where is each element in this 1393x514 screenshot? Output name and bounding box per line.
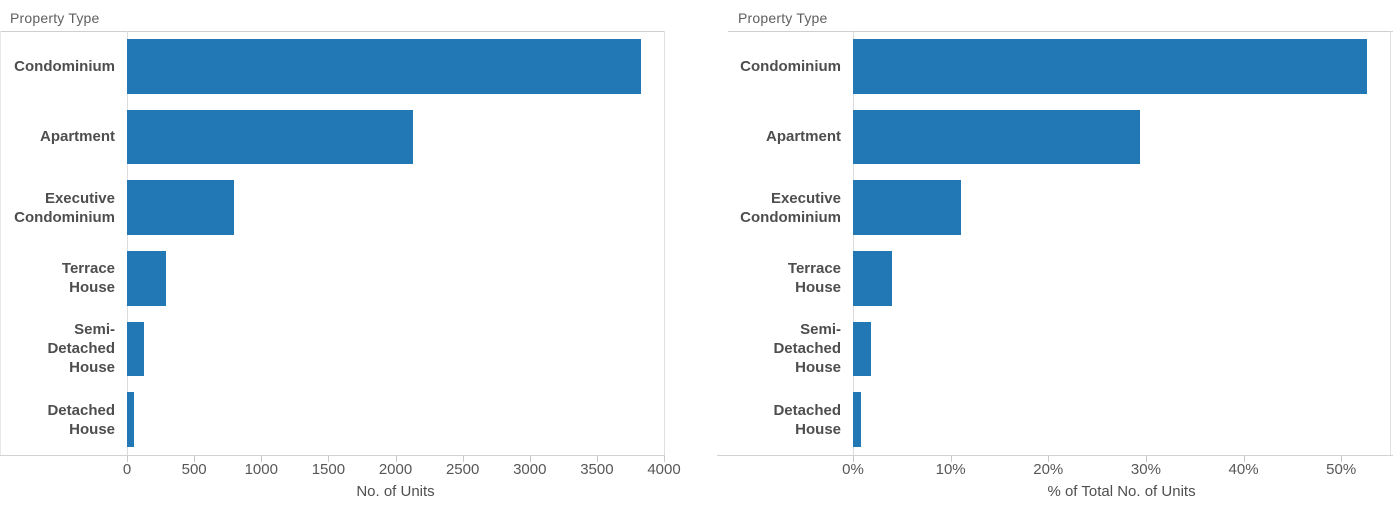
tick-mark: [950, 456, 952, 462]
tick-mark: [395, 456, 397, 462]
units-bar-chart: Property Type No. of Units Condominium Ap…: [0, 0, 681, 514]
tick-label: 2500: [445, 461, 480, 478]
tick-label: 0: [122, 461, 132, 478]
bar-4[interactable]: [853, 321, 871, 377]
tick-label: 1500: [311, 461, 346, 478]
percent-bar-chart: Property Type % of Total No. of Units Co…: [717, 0, 1393, 514]
tick-mark: [127, 456, 128, 462]
category-label: Semi- Detached House: [773, 321, 841, 377]
tick-mark: [1145, 456, 1147, 462]
header-divider: [728, 31, 1393, 32]
bar-1[interactable]: [127, 109, 413, 165]
tick-label: 40%: [1228, 461, 1259, 478]
bar-0[interactable]: [127, 39, 642, 94]
tick-label: 20%: [1033, 461, 1064, 478]
tick-label: 0%: [842, 461, 864, 478]
tick-mark: [529, 456, 531, 462]
bar-5[interactable]: [853, 392, 862, 447]
tick-label: 3000: [513, 461, 547, 478]
category-label: Terrace House: [61, 260, 115, 297]
tick-mark: [1341, 456, 1343, 462]
tick-label: 50%: [1326, 461, 1357, 478]
x-axis-title: No. of Units: [356, 483, 435, 500]
bar-1[interactable]: [853, 109, 1141, 165]
column-header: Property Type: [738, 10, 828, 26]
column-header: Property Type: [10, 10, 100, 26]
bar-2[interactable]: [127, 180, 235, 235]
category-label: Executive Condominium: [14, 189, 115, 226]
bar-2[interactable]: [853, 180, 962, 235]
tick-label: 2000: [378, 461, 413, 478]
sheet-left-border: [0, 31, 1, 455]
x-axis-line: [717, 455, 1393, 456]
category-label: Semi- Detached House: [47, 321, 115, 377]
tick-mark: [462, 456, 464, 462]
y-axis-line: [853, 31, 854, 455]
tick-label: 30%: [1130, 461, 1161, 478]
category-label: Terrace House: [787, 260, 841, 297]
tick-mark: [328, 456, 330, 462]
tick-mark: [596, 456, 598, 462]
x-axis-title: % of Total No. of Units: [1047, 483, 1196, 500]
tick-mark: [194, 456, 196, 462]
category-label: Apartment: [765, 128, 841, 146]
bar-0[interactable]: [853, 39, 1367, 94]
bar-5[interactable]: [127, 392, 135, 447]
category-label: Condominium: [14, 57, 115, 75]
y-axis-line: [127, 31, 128, 455]
header-divider: [0, 31, 665, 32]
category-label: Detached House: [47, 401, 115, 438]
tick-label: 4000: [647, 461, 681, 478]
tick-label: 10%: [935, 461, 966, 478]
tick-label: 3500: [580, 461, 614, 478]
x-axis-line: [0, 455, 665, 456]
category-label: Detached House: [773, 401, 841, 438]
tick-mark: [1243, 456, 1245, 462]
tick-label: 500: [181, 461, 207, 478]
category-label: Executive Condominium: [740, 189, 841, 226]
tick-mark: [853, 456, 854, 462]
sheet-right-border: [1390, 31, 1391, 455]
tick-mark: [261, 456, 263, 462]
tick-mark: [664, 456, 665, 462]
tick-label: 1000: [244, 461, 278, 478]
category-label: Apartment: [39, 128, 115, 146]
tick-mark: [1048, 456, 1050, 462]
bar-4[interactable]: [127, 321, 144, 377]
category-label: Condominium: [740, 57, 841, 75]
bar-3[interactable]: [127, 251, 166, 306]
bar-3[interactable]: [853, 251, 893, 306]
sheet-right-border: [664, 31, 665, 455]
